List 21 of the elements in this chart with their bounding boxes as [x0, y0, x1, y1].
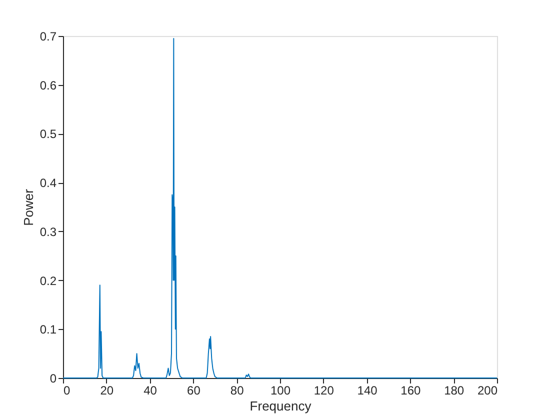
- x-tick-label: 0: [64, 384, 70, 398]
- x-tick-label: 80: [230, 384, 244, 398]
- x-tick-label: 40: [144, 384, 158, 398]
- x-tick-label: 100: [270, 384, 291, 398]
- x-tick-label: 200: [477, 384, 498, 398]
- y-tick-label: 0.2: [40, 274, 57, 288]
- y-tick-label: 0.5: [40, 127, 57, 142]
- x-tick-label: 20: [100, 384, 114, 398]
- y-tick-label: 0.1: [40, 322, 57, 337]
- x-tick-label: 60: [187, 384, 201, 398]
- y-tick-label: 0.6: [40, 78, 57, 92]
- x-tick-label: 140: [357, 384, 378, 398]
- x-tick-label: 120: [314, 384, 334, 398]
- x-tick-label: 160: [400, 384, 422, 398]
- y-tick-label: 0.7: [40, 30, 57, 44]
- y-tick-label: 0: [50, 372, 57, 386]
- y-tick-label: 0.3: [40, 224, 57, 239]
- x-tick-label: 180: [444, 384, 464, 398]
- y-axis-title: Power: [20, 188, 36, 226]
- x-axis-title: Frequency: [250, 398, 312, 414]
- y-tick-label: 0.4: [40, 176, 57, 190]
